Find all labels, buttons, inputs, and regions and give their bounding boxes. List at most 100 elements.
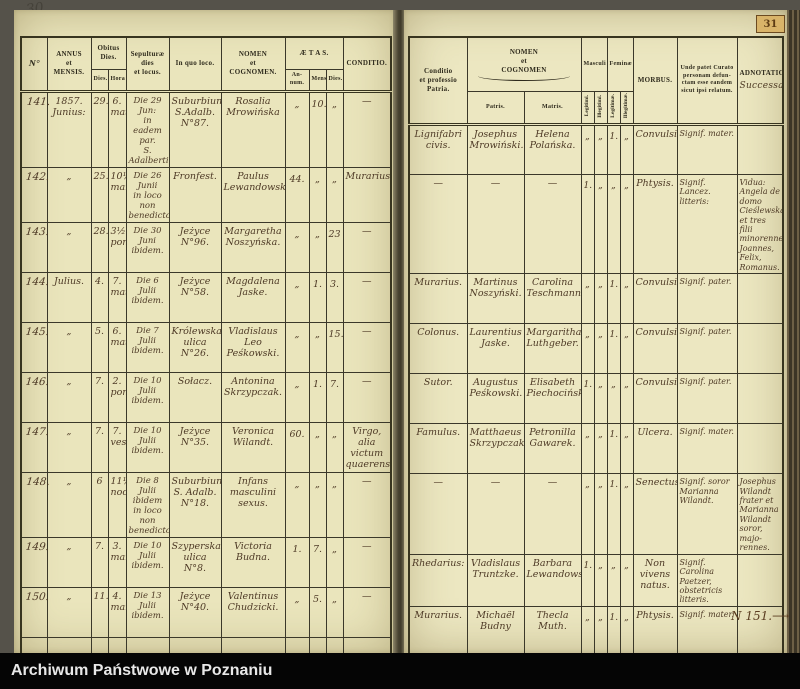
cell-no: 146. — [18, 372, 50, 423]
cell-obitus-hora: 6. mat. — [107, 321, 127, 373]
cell-mensis: „ — [46, 471, 92, 538]
cell-mater: Petronilla Gawarek. — [523, 423, 582, 475]
cell-mensis: „ — [46, 536, 92, 588]
register-row: 147.„7.7. vesp.Die 10 Julii ibidem.Jeżyc… — [18, 421, 392, 473]
cell-obitus-dies: 11. — [90, 586, 109, 638]
cell-locus: Jeżyce N°58. — [168, 271, 222, 323]
cell-mater: Thecla Muth. — [523, 605, 582, 657]
cell-locus: Fronfest. — [168, 166, 222, 223]
cell-mensis: „ — [46, 166, 92, 223]
cell-conditio-patris: Colonus. — [408, 323, 468, 375]
cell-mensis: „ — [46, 221, 92, 273]
archive-watermark-bar: Archiwum Państwowe w Poznaniu — [0, 653, 800, 689]
cell-obitus-hora: 4. mane. — [107, 586, 127, 638]
cell-aetas-menses: 7. — [308, 536, 327, 588]
masculi-legitimi-label: Legitimi. — [583, 95, 590, 117]
cell-fem-leg: 1. — [606, 473, 621, 555]
cell-masc-leg: 1. — [580, 553, 595, 607]
cell-nomen: Paulus Lewandowski. — [220, 166, 286, 223]
col-header-number: N° — [20, 36, 48, 93]
cell-aetas-anni: 1. — [284, 536, 310, 588]
col-header-obitus-dies: Dies. — [90, 68, 109, 93]
cell-mater: Carolina Teschmann. — [523, 273, 582, 325]
cell-pater: — — [466, 173, 525, 275]
cell-no: 147. — [18, 422, 50, 473]
cell-adnotationes: Josephus Wilandt frater et Marianna Wila… — [736, 473, 784, 555]
cell-aetas-anni: 60. — [284, 421, 310, 473]
cell-obitus-dies: 7. — [90, 421, 109, 473]
cell-sepultura: Die 13 Julii ibidem. — [125, 586, 170, 638]
cell-nomen: Veronica Wilandt. — [220, 421, 286, 473]
cell-fem-leg: 1. — [606, 323, 621, 375]
cell-aetas-dies: 15. — [325, 321, 344, 373]
cell-aetas-anni: 44. — [284, 166, 310, 223]
adnotationes-handwriting: Successans. — [739, 80, 783, 91]
col-header-masculi-illegitimi: Illegitimi. — [593, 91, 608, 126]
cell-fem-illeg: „ — [619, 123, 634, 175]
cell-fem-illeg: „ — [619, 173, 634, 275]
cell-unde-patet: Signif. pater. — [676, 273, 738, 325]
col-header-morbus: MORBUS. — [632, 36, 678, 126]
cell-sepultura: Die 10 Julii ibidem. — [125, 536, 170, 588]
register-row: 142.„25.10½ mane.Die 26 Junii in loco no… — [18, 166, 392, 223]
register-row: Murarius. Martinus Noszyński. Carolina Tes… — [408, 273, 784, 325]
col-header-feminae-illegitimae: Illegitimæ. — [619, 91, 634, 126]
cell-obitus-hora: 2. pom. — [107, 371, 127, 423]
cell-masc-illeg: „ — [593, 323, 608, 375]
cell-conditio: — — [342, 536, 392, 588]
cell-aetas-dies: 7. — [325, 371, 344, 423]
cell-masc-illeg: „ — [593, 173, 608, 275]
cell-conditio-patris: Lignifabri civis. — [408, 123, 468, 175]
cell-obitus-dies: 7. — [90, 536, 109, 588]
cell-sepultura: Die 8 Julii ibidem in loco non benedicto… — [125, 471, 170, 538]
cell-mensis: Julius. — [46, 271, 92, 323]
cell-locus: Jeżyce N°35. — [168, 421, 222, 473]
cell-aetas-anni: „ — [284, 221, 310, 273]
cell-adnotationes — [736, 605, 784, 657]
cell-conditio-patris: Murarius. — [408, 605, 468, 657]
cell-locus: Królewska ulica N°26. — [168, 321, 222, 373]
cell-unde-patet: Signif. pater. — [676, 373, 738, 425]
cell-masc-illeg: „ — [593, 553, 608, 607]
cell-sepultura: Die 10 Julii ibidem. — [125, 421, 170, 473]
cell-pater: — — [466, 473, 525, 555]
cell-conditio: — — [342, 471, 392, 538]
book-gutter — [393, 10, 406, 653]
cell-fem-illeg: „ — [619, 473, 634, 555]
register-row: Lignifabri civis. Josephus Mrowiński. Hele… — [408, 123, 784, 175]
cell-aetas-menses: 5. — [308, 586, 327, 638]
cell-aetas-menses: „ — [308, 421, 327, 473]
col-header-masculi: Masculi — [580, 36, 608, 93]
cell-obitus-hora: 10½ mane. — [107, 166, 127, 223]
cell-masc-leg: „ — [580, 123, 595, 175]
cell-locus: Suburbium S.Adalb. N°87. — [168, 90, 222, 168]
cell-mensis: 1857. Junius: — [46, 90, 92, 168]
cell-aetas-anni: „ — [284, 471, 310, 538]
cell-no: 149. — [18, 537, 50, 588]
cell-masc-illeg: „ — [593, 473, 608, 555]
register-row: 149.„7.3. mane.Die 10 Julii ibidem.Szype… — [18, 536, 392, 588]
cell-masc-illeg: „ — [593, 423, 608, 475]
cell-pater: Vladislaus Truntzke. — [466, 553, 525, 607]
cell-adnotationes — [736, 123, 784, 175]
register-row: Famulus. Matthaeus Skrzypczak. Petronilla … — [408, 423, 784, 475]
cell-aetas-dies: 3. — [325, 271, 344, 323]
register-right-page: Conditio et professio Patria. NOMEN et C… — [404, 10, 787, 689]
cell-morbus: Convulsiones. — [632, 273, 678, 325]
cell-adnotationes — [736, 553, 784, 607]
cell-aetas-dies: „ — [325, 166, 344, 223]
cell-pater: Augustus Peśkowski. — [466, 373, 525, 425]
col-header-aetas-anni: An- num. — [284, 68, 310, 93]
register-row: ———„„1.„Senectus.Signif. soror Marianna … — [408, 473, 784, 555]
cell-conditio: — — [342, 321, 392, 373]
cell-unde-patet: Signif. pater. — [676, 323, 738, 375]
cell-aetas-menses: „ — [308, 471, 327, 538]
cell-conditio: — — [342, 221, 392, 273]
cell-fem-leg: „ — [606, 173, 621, 275]
cell-mater: Barbara Lewandowska. — [523, 553, 582, 607]
register-row: 148.„611½ noct.Die 8 Julii ibidem in loc… — [17, 471, 392, 538]
col-header-obitus-hora: Hora — [107, 68, 127, 93]
cell-nomen: Infans masculini sexus. — [220, 471, 286, 538]
right-register-body: Lignifabri civis. Josephus Mrowiński. Hele… — [408, 123, 784, 689]
